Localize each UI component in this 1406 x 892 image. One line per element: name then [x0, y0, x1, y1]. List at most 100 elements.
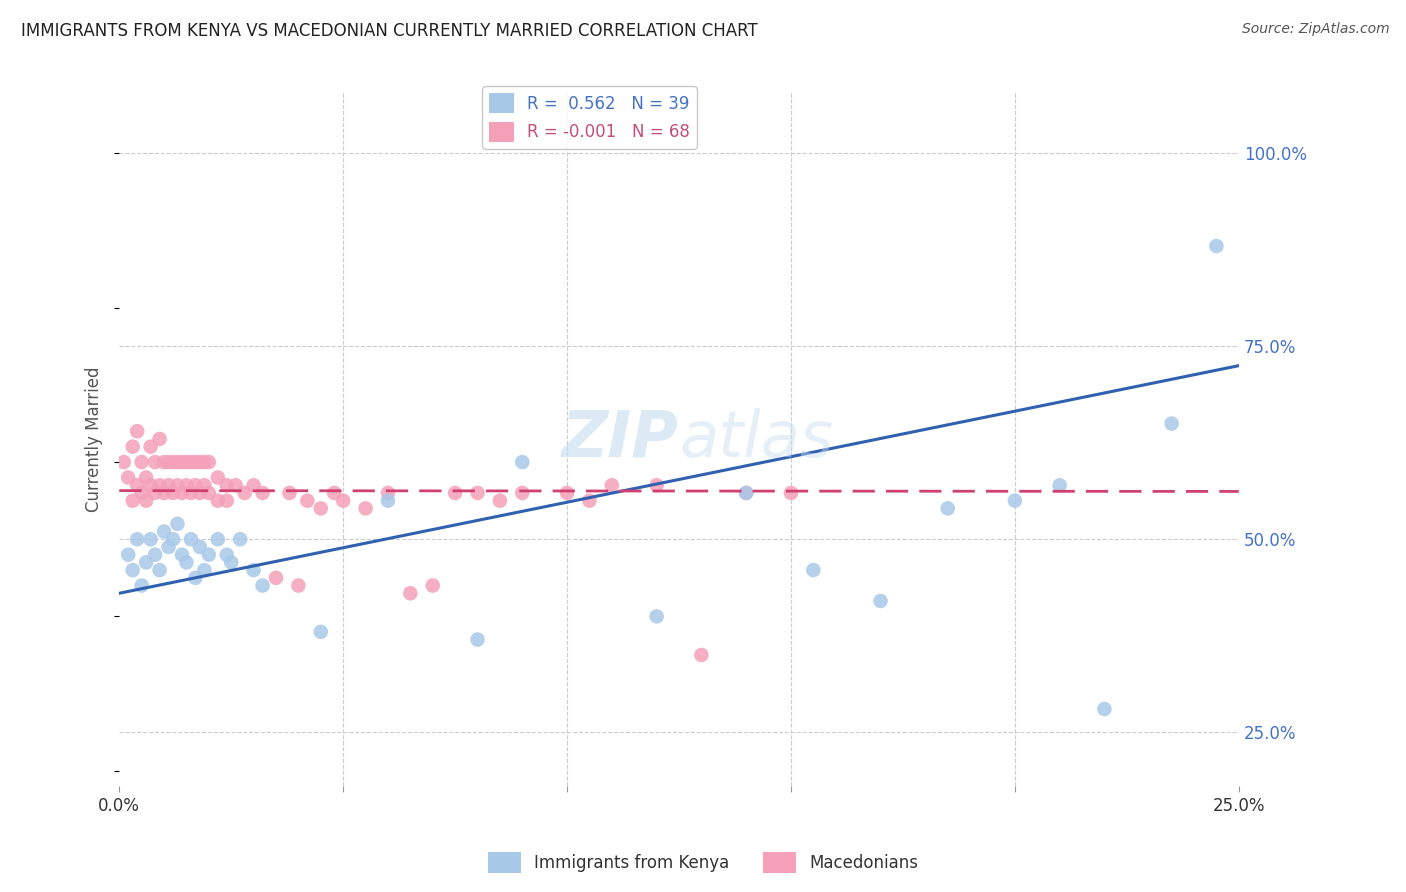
Point: [188, 455, 211, 469]
Point: [157, 540, 180, 554]
Point: [578, 493, 600, 508]
Point: [148, 478, 170, 492]
Point: [242, 563, 264, 577]
Point: [801, 563, 824, 577]
Point: [131, 578, 153, 592]
Legend: Immigrants from Kenya, Macedonians: Immigrants from Kenya, Macedonians: [481, 846, 925, 880]
Point: [157, 455, 180, 469]
Point: [162, 533, 184, 547]
Point: [467, 632, 489, 647]
Point: [188, 540, 211, 554]
Point: [143, 486, 166, 500]
Point: [176, 455, 198, 469]
Point: [690, 648, 713, 662]
Point: [215, 548, 238, 562]
Point: [135, 470, 157, 484]
Point: [207, 470, 229, 484]
Point: [287, 578, 309, 592]
Point: [166, 516, 188, 531]
Point: [143, 548, 166, 562]
Point: [555, 486, 578, 500]
Point: [170, 486, 193, 500]
Text: atlas: atlas: [679, 408, 834, 470]
Point: [135, 493, 157, 508]
Point: [377, 486, 399, 500]
Point: [309, 501, 332, 516]
Point: [139, 533, 162, 547]
Point: [176, 478, 198, 492]
Point: [184, 455, 207, 469]
Text: ZIP: ZIP: [562, 408, 679, 470]
Point: [170, 548, 193, 562]
Point: [131, 486, 153, 500]
Point: [332, 493, 354, 508]
Point: [131, 455, 153, 469]
Point: [193, 455, 215, 469]
Point: [139, 478, 162, 492]
Point: [645, 609, 668, 624]
Point: [117, 548, 139, 562]
Point: [936, 501, 959, 516]
Point: [180, 455, 202, 469]
Point: [1094, 702, 1116, 716]
Point: [1004, 493, 1026, 508]
Point: [297, 493, 319, 508]
Point: [153, 524, 176, 539]
Point: [1049, 478, 1071, 492]
Point: [323, 486, 346, 500]
Point: [399, 586, 422, 600]
Point: [139, 440, 162, 454]
Point: [127, 424, 149, 438]
Point: [148, 432, 170, 446]
Point: [166, 478, 188, 492]
Point: [229, 533, 252, 547]
Point: [121, 440, 143, 454]
Point: [1205, 239, 1227, 253]
Legend: R =  0.562   N = 39, R = -0.001   N = 68: R = 0.562 N = 39, R = -0.001 N = 68: [482, 87, 697, 149]
Point: [422, 578, 444, 592]
Point: [127, 478, 149, 492]
Point: [252, 578, 274, 592]
Point: [198, 548, 221, 562]
Point: [215, 478, 238, 492]
Point: [162, 455, 184, 469]
Point: [510, 455, 533, 469]
Point: [225, 478, 247, 492]
Y-axis label: Currently Married: Currently Married: [86, 367, 103, 512]
Point: [153, 486, 176, 500]
Point: [215, 493, 238, 508]
Point: [278, 486, 301, 500]
Point: [645, 478, 668, 492]
Point: [148, 563, 170, 577]
Point: [184, 571, 207, 585]
Point: [198, 455, 221, 469]
Point: [157, 478, 180, 492]
Point: [207, 493, 229, 508]
Point: [467, 486, 489, 500]
Point: [233, 486, 256, 500]
Point: [143, 455, 166, 469]
Point: [184, 478, 207, 492]
Point: [135, 555, 157, 569]
Point: [780, 486, 803, 500]
Point: [166, 455, 188, 469]
Point: [219, 555, 242, 569]
Point: [170, 455, 193, 469]
Text: Source: ZipAtlas.com: Source: ZipAtlas.com: [1241, 22, 1389, 37]
Point: [176, 555, 198, 569]
Point: [354, 501, 377, 516]
Point: [121, 563, 143, 577]
Point: [600, 478, 623, 492]
Point: [180, 533, 202, 547]
Point: [198, 486, 221, 500]
Point: [309, 624, 332, 639]
Point: [193, 478, 215, 492]
Point: [162, 486, 184, 500]
Point: [1160, 417, 1182, 431]
Point: [188, 486, 211, 500]
Point: [127, 533, 149, 547]
Point: [252, 486, 274, 500]
Point: [153, 455, 176, 469]
Point: [117, 470, 139, 484]
Point: [207, 533, 229, 547]
